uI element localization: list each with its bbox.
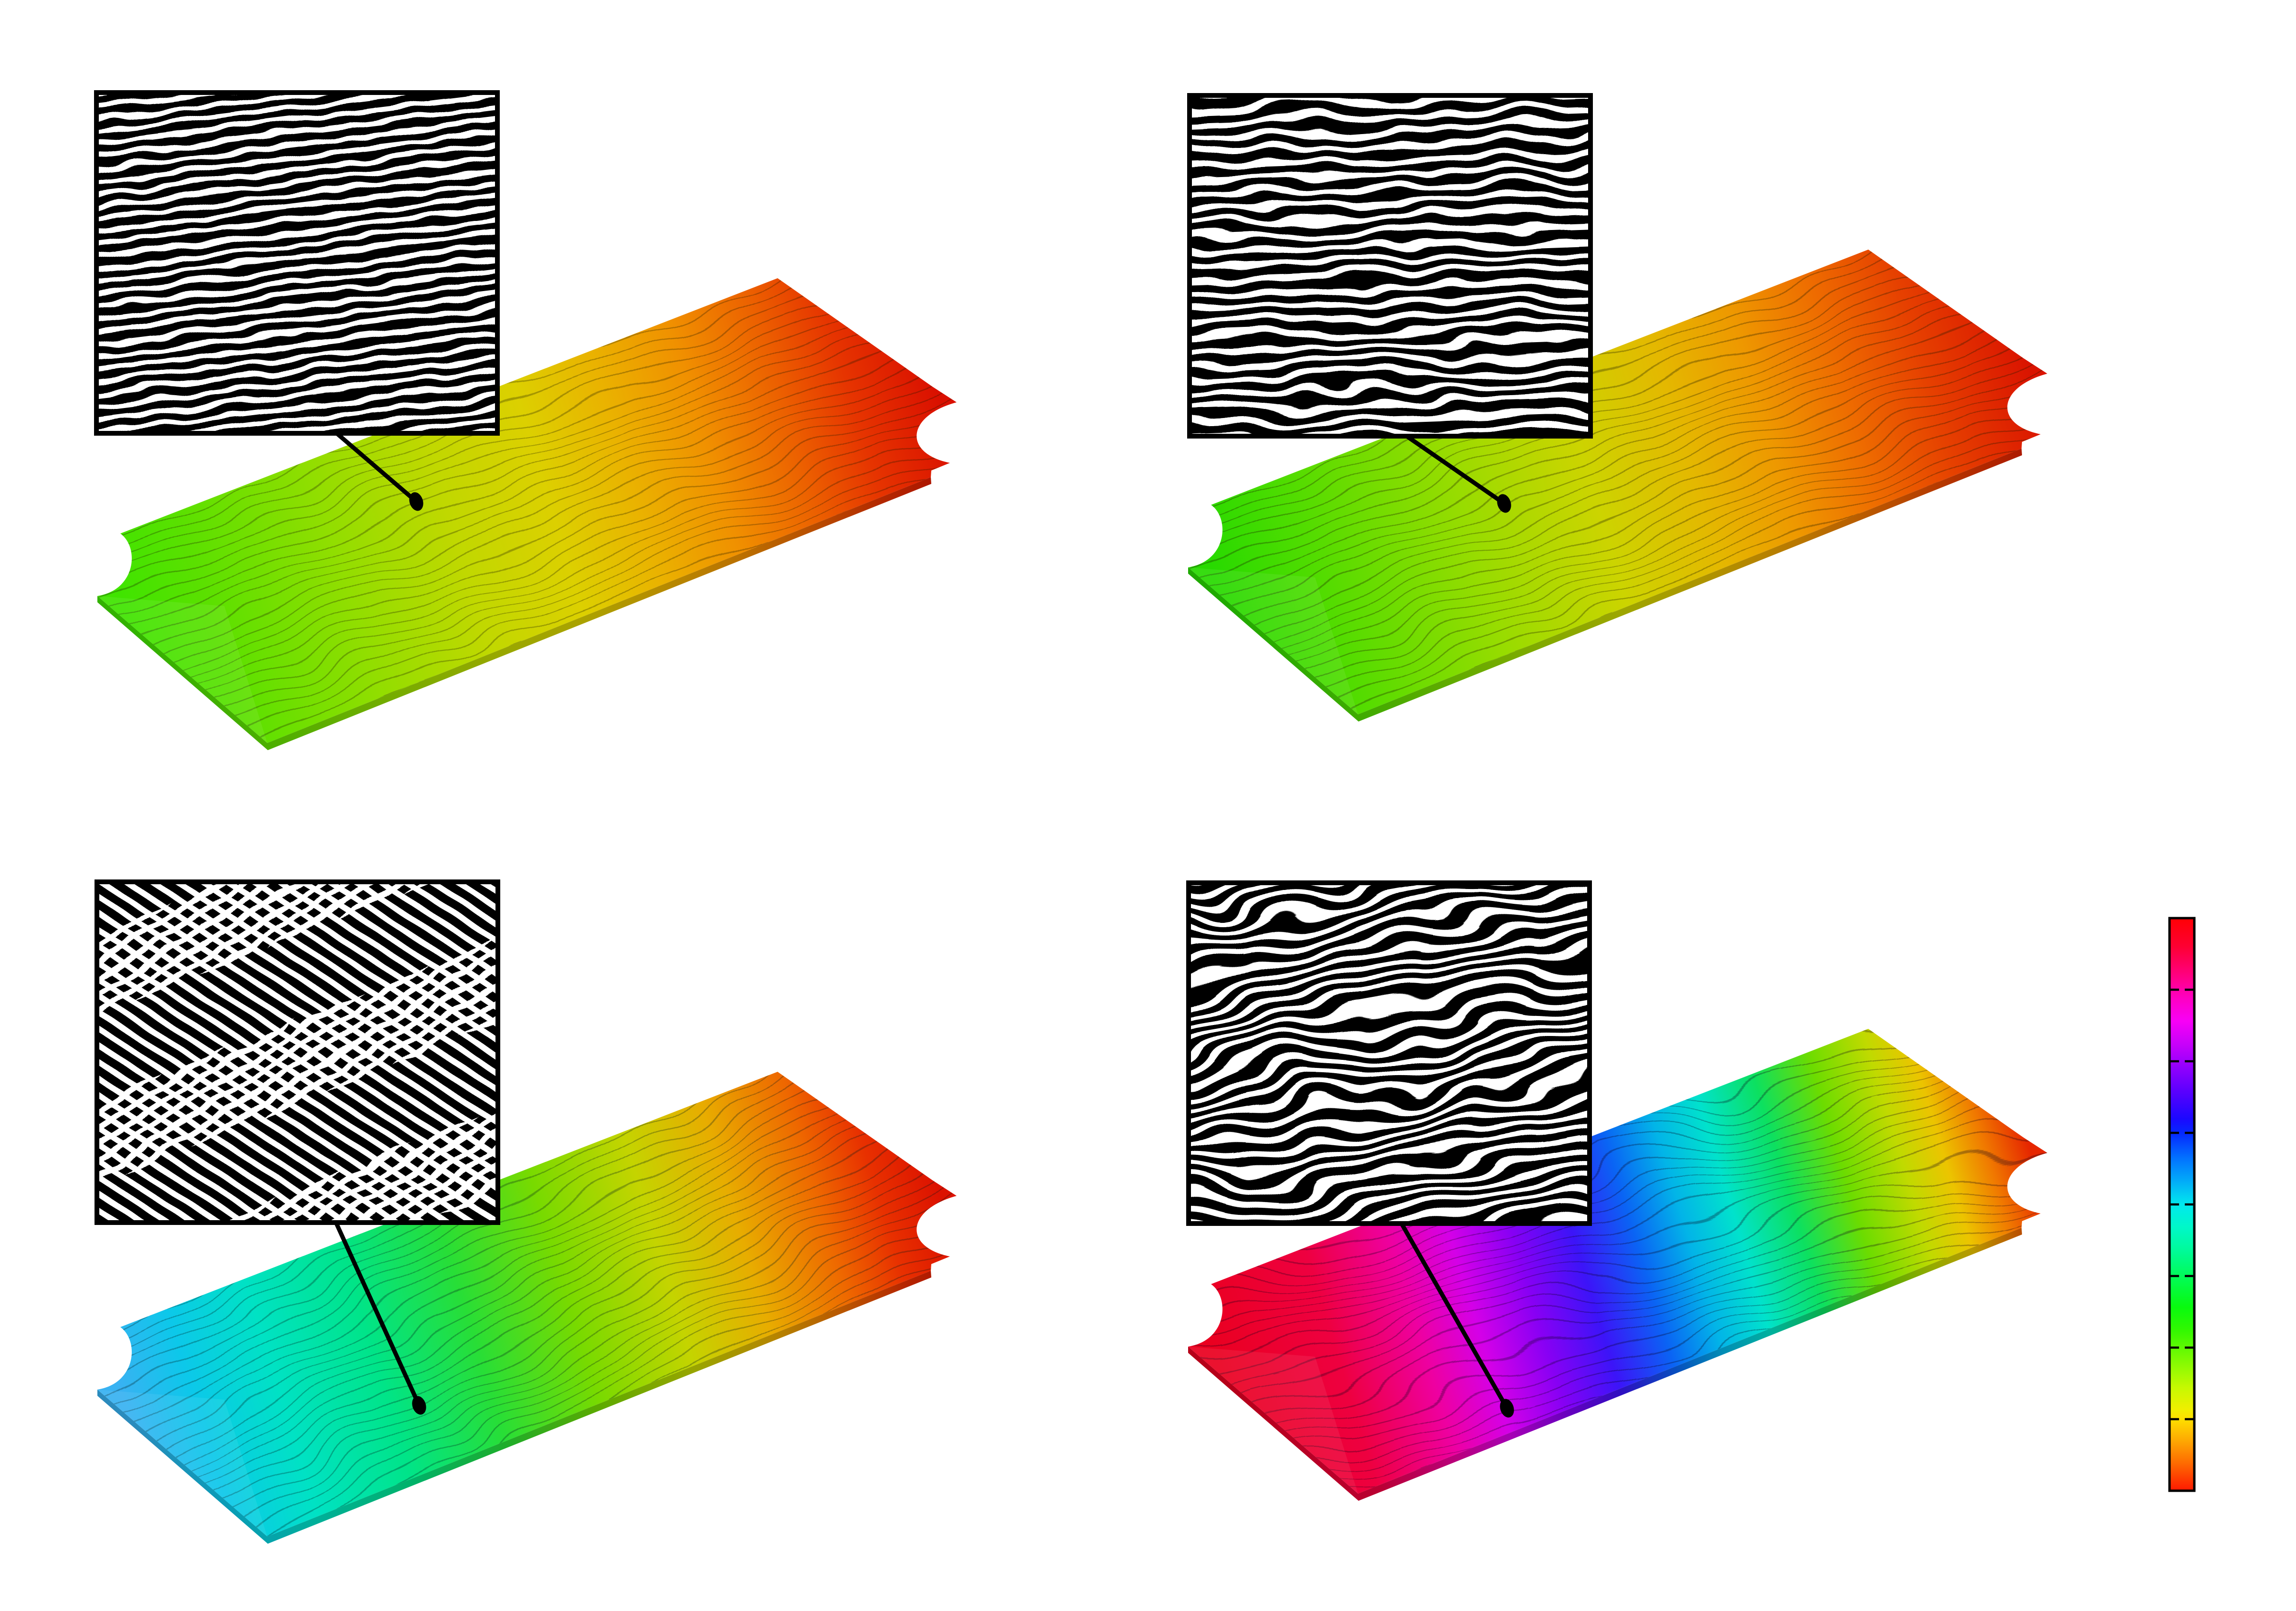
probe-dot	[1500, 1399, 1514, 1418]
probe-dot	[1497, 494, 1511, 513]
inset-border	[94, 90, 500, 436]
callout-line	[333, 430, 419, 504]
colorbar	[2168, 917, 2196, 1492]
inset-border	[1186, 880, 1592, 1226]
inset-micrograph	[94, 90, 500, 436]
callout-line	[1399, 1220, 1509, 1411]
panel-top-right	[1187, 93, 2047, 722]
colorbar-ticks	[2170, 988, 2194, 1421]
inset-micrograph	[95, 879, 500, 1225]
inset-micrograph	[1186, 880, 1592, 1226]
inset-stripe-pattern	[1190, 95, 1590, 436]
probe-dot	[412, 1396, 426, 1415]
callout-line	[333, 1219, 421, 1408]
callout-line	[1403, 433, 1506, 506]
inset-border	[95, 879, 500, 1225]
inset-micrograph	[1187, 93, 1593, 439]
inset-stripe-pattern	[1189, 883, 1590, 1224]
inset-stripe-pattern	[96, 93, 497, 433]
panel-top-left	[94, 90, 957, 750]
probe-dot	[409, 492, 423, 511]
inset-border	[1187, 93, 1593, 439]
